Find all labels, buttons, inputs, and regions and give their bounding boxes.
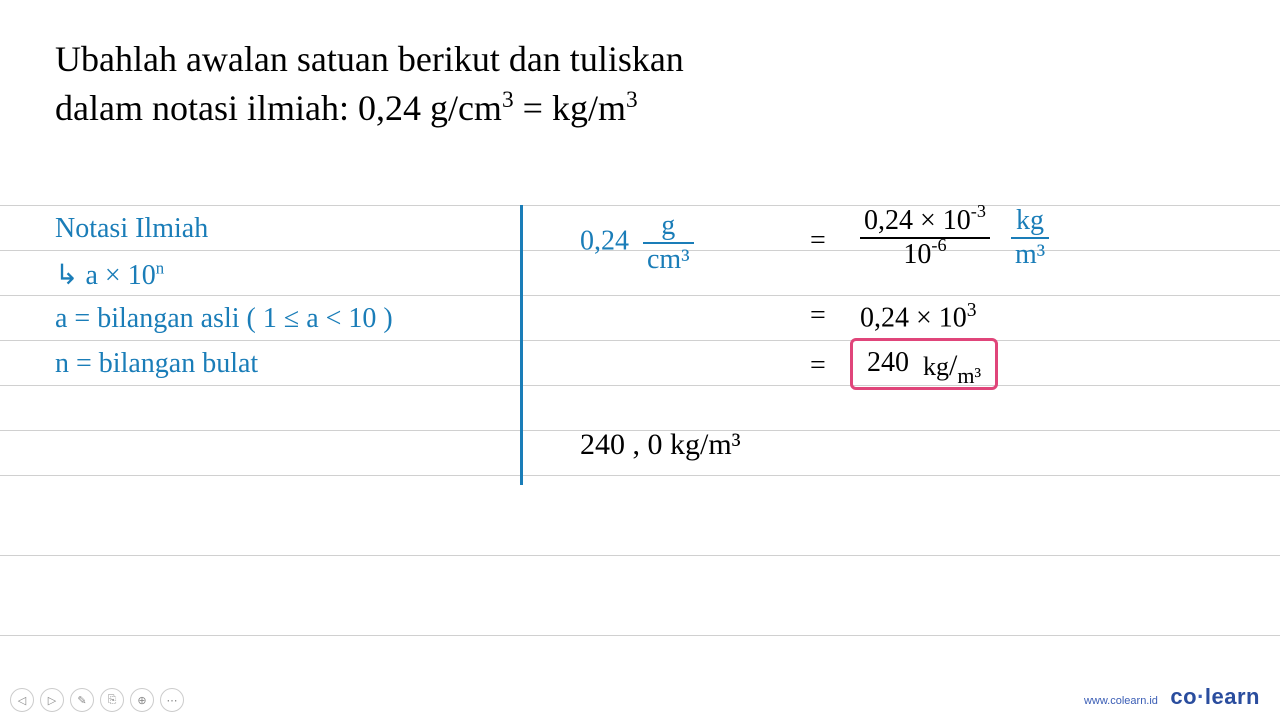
formula-exp: n bbox=[156, 259, 164, 278]
answer-val: 240 bbox=[867, 347, 909, 378]
zoom-icon[interactable]: ⊕ bbox=[130, 688, 154, 712]
answer-box: 240 kg/m³ bbox=[850, 338, 998, 390]
work-rhs2: 0,24 × 103 bbox=[860, 300, 977, 334]
brand-pre: co bbox=[1170, 684, 1197, 709]
rhs1-num: 0,24 × 10 bbox=[864, 205, 971, 236]
prev-icon[interactable]: ◁ bbox=[10, 688, 34, 712]
brand-post: learn bbox=[1205, 684, 1260, 709]
notes-a-def: a = bilangan asli ( 1 ≤ a < 10 ) bbox=[55, 303, 393, 335]
notes-formula: ↳ a × 10n bbox=[55, 258, 164, 292]
question-exp1: 3 bbox=[502, 87, 514, 113]
rhs1-unit-num: kg bbox=[1011, 205, 1049, 239]
toolbar: ◁ ▷ ✎ ⎘ ⊕ ⋯ bbox=[10, 688, 184, 712]
eq-3: = bbox=[810, 350, 826, 382]
more-icon[interactable]: ⋯ bbox=[160, 688, 184, 712]
notes-n-def: n = bilangan bulat bbox=[55, 348, 258, 380]
rhs2-exp: 3 bbox=[967, 300, 977, 321]
copy-icon[interactable]: ⎘ bbox=[100, 688, 124, 712]
footer-url: www.colearn.id bbox=[1084, 695, 1158, 707]
question-line1: Ubahlah awalan satuan berikut dan tulisk… bbox=[55, 39, 684, 79]
rhs1-den-exp: -6 bbox=[931, 235, 946, 255]
question-text: Ubahlah awalan satuan berikut dan tulisk… bbox=[55, 35, 684, 132]
notes-title: Notasi Ilmiah bbox=[55, 213, 208, 245]
rhs1-den: 10 bbox=[903, 239, 931, 270]
rhs1-num-exp: -3 bbox=[971, 201, 986, 221]
formula-body: a × 10 bbox=[85, 260, 155, 291]
brand-logo: co·learn bbox=[1170, 684, 1260, 709]
vertical-divider bbox=[520, 205, 523, 485]
rhs1-unit-den: m³ bbox=[1011, 239, 1049, 271]
question-exp2: 3 bbox=[626, 87, 638, 113]
work-rhs1: 0,24 × 10-3 10-6 kg m³ bbox=[860, 205, 1049, 271]
next-icon[interactable]: ▷ bbox=[40, 688, 64, 712]
brand-dot: · bbox=[1197, 684, 1205, 709]
eq-2: = bbox=[810, 300, 826, 332]
lhs-unit-num: g bbox=[643, 210, 694, 244]
final-answer: 240 , 0 kg/m³ bbox=[580, 428, 741, 462]
footer: www.colearn.id co·learn bbox=[1084, 684, 1260, 710]
eq-1: = bbox=[810, 225, 826, 257]
work-lhs: 0,24 g cm³ bbox=[580, 210, 694, 276]
question-line2-mid: = kg/m bbox=[514, 88, 626, 128]
question-line2-pre: dalam notasi ilmiah: 0,24 g/cm bbox=[55, 88, 502, 128]
formula-arrow: ↳ bbox=[55, 260, 78, 291]
lhs-val: 0,24 bbox=[580, 225, 629, 256]
rhs2: 0,24 × 10 bbox=[860, 302, 967, 333]
lhs-unit-den: cm³ bbox=[643, 244, 694, 276]
edit-icon[interactable]: ✎ bbox=[70, 688, 94, 712]
